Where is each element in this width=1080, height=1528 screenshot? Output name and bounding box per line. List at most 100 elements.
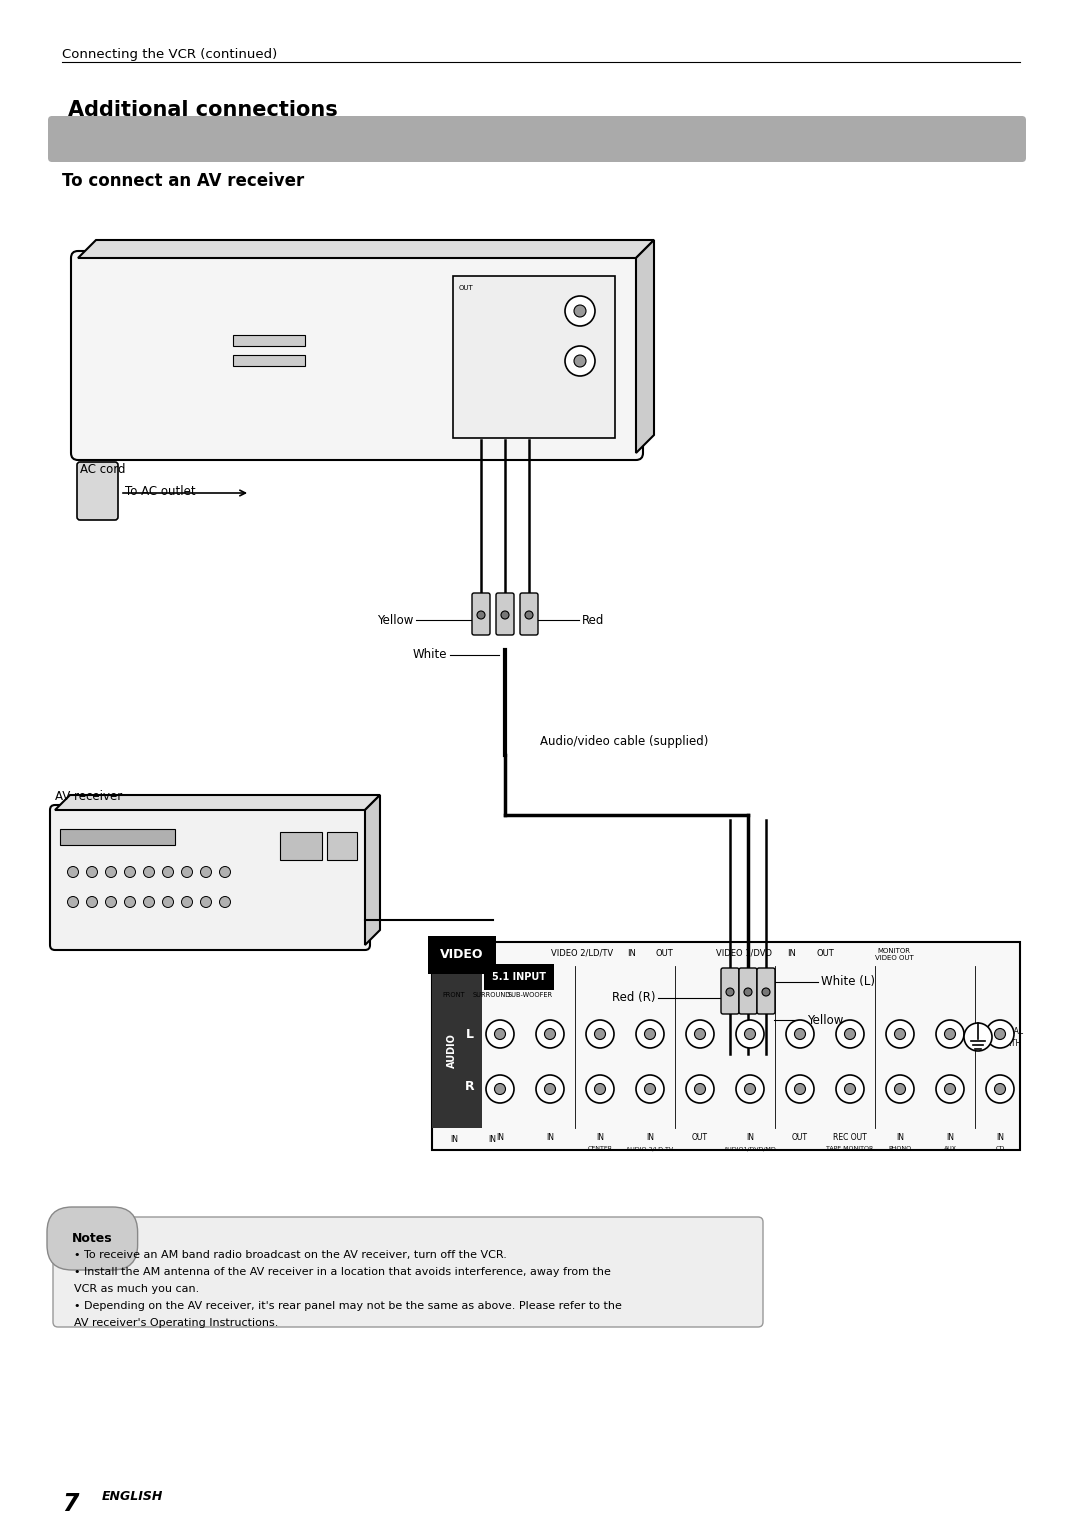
Circle shape <box>795 1083 806 1094</box>
Circle shape <box>686 1076 714 1103</box>
Circle shape <box>477 611 485 619</box>
Text: SUB-WOOFER: SUB-WOOFER <box>508 992 553 998</box>
Text: IN: IN <box>787 949 796 958</box>
Text: To AC outlet: To AC outlet <box>125 484 195 498</box>
Circle shape <box>986 1076 1014 1103</box>
Circle shape <box>586 1021 615 1048</box>
Circle shape <box>544 1083 555 1094</box>
Bar <box>453 277 615 439</box>
Circle shape <box>686 1021 714 1048</box>
Text: AV receiver: AV receiver <box>55 790 122 804</box>
Text: Notes: Notes <box>72 1232 112 1245</box>
Text: Connecting the VCR (continued): Connecting the VCR (continued) <box>62 47 278 61</box>
Circle shape <box>936 1021 964 1048</box>
Text: MONITOR: MONITOR <box>877 947 910 953</box>
FancyBboxPatch shape <box>71 251 643 460</box>
Circle shape <box>735 1021 764 1048</box>
Text: OUT: OUT <box>816 949 834 958</box>
Text: FRONT: FRONT <box>443 992 465 998</box>
Circle shape <box>886 1021 914 1048</box>
FancyBboxPatch shape <box>50 805 370 950</box>
Text: Yellow: Yellow <box>807 1013 843 1027</box>
Text: AUDIO 2/LD TV: AUDIO 2/LD TV <box>626 1146 674 1152</box>
Circle shape <box>162 866 174 877</box>
Text: VIDEO OUT: VIDEO OUT <box>875 955 914 961</box>
Circle shape <box>124 866 135 877</box>
Bar <box>432 941 1020 1151</box>
Circle shape <box>219 866 230 877</box>
Text: CD: CD <box>996 1146 1004 1152</box>
Circle shape <box>836 1076 864 1103</box>
Circle shape <box>744 1028 756 1039</box>
Circle shape <box>726 989 734 996</box>
Polygon shape <box>78 240 654 258</box>
Circle shape <box>67 897 79 908</box>
Text: IN: IN <box>488 1134 496 1143</box>
Text: TAPE MONITOR: TAPE MONITOR <box>826 1146 874 1152</box>
Circle shape <box>201 897 212 908</box>
Bar <box>327 833 357 860</box>
Circle shape <box>501 611 509 619</box>
Text: OUT: OUT <box>459 286 474 290</box>
FancyBboxPatch shape <box>77 461 118 520</box>
FancyBboxPatch shape <box>739 969 757 1015</box>
Bar <box>280 833 322 860</box>
Circle shape <box>845 1083 855 1094</box>
Text: Red: Red <box>582 614 605 626</box>
Text: 5.1 INPUT: 5.1 INPUT <box>492 972 546 983</box>
Circle shape <box>106 866 117 877</box>
Text: AUX: AUX <box>944 1146 957 1152</box>
Circle shape <box>106 897 117 908</box>
Text: SURROUND: SURROUND <box>473 992 511 998</box>
Circle shape <box>201 866 212 877</box>
Text: R: R <box>465 1080 475 1094</box>
Circle shape <box>86 866 97 877</box>
Text: CENTER: CENTER <box>588 1146 612 1152</box>
Text: IN: IN <box>546 1134 554 1143</box>
Circle shape <box>886 1076 914 1103</box>
Circle shape <box>795 1028 806 1039</box>
Circle shape <box>836 1021 864 1048</box>
Circle shape <box>645 1083 656 1094</box>
Circle shape <box>536 1021 564 1048</box>
Text: To connect an AV receiver: To connect an AV receiver <box>62 173 305 189</box>
Circle shape <box>636 1021 664 1048</box>
Text: IN: IN <box>496 1134 504 1143</box>
Circle shape <box>181 866 192 877</box>
Text: IN: IN <box>627 949 636 958</box>
Text: SIGNAL: SIGNAL <box>996 1027 1024 1036</box>
Text: VIDEO 1/DVD: VIDEO 1/DVD <box>716 949 772 958</box>
Circle shape <box>486 1076 514 1103</box>
Circle shape <box>86 897 97 908</box>
Circle shape <box>845 1028 855 1039</box>
Circle shape <box>636 1076 664 1103</box>
Text: Audio/video cable (supplied): Audio/video cable (supplied) <box>540 735 708 749</box>
Text: AUDIO: AUDIO <box>447 1033 457 1068</box>
Text: Red (R): Red (R) <box>611 992 654 1004</box>
Circle shape <box>486 1021 514 1048</box>
Bar <box>233 354 305 367</box>
Bar <box>432 944 482 1128</box>
Circle shape <box>495 1028 505 1039</box>
Circle shape <box>525 611 534 619</box>
Circle shape <box>995 1083 1005 1094</box>
Text: AV receiver's Operating Instructions.: AV receiver's Operating Instructions. <box>75 1319 279 1328</box>
Circle shape <box>144 866 154 877</box>
Text: IN: IN <box>746 1134 754 1143</box>
Circle shape <box>124 897 135 908</box>
Text: OUT: OUT <box>656 949 673 958</box>
Polygon shape <box>636 240 654 452</box>
Circle shape <box>181 897 192 908</box>
Circle shape <box>894 1083 905 1094</box>
Text: IN: IN <box>596 1134 604 1143</box>
Text: VIDEO 2/LD/TV: VIDEO 2/LD/TV <box>551 949 613 958</box>
Circle shape <box>573 354 586 367</box>
Circle shape <box>735 1076 764 1103</box>
Circle shape <box>945 1083 956 1094</box>
Text: White (L): White (L) <box>821 975 875 989</box>
Circle shape <box>894 1028 905 1039</box>
Text: • Depending on the AV receiver, it's rear panel may not be the same as above. Pl: • Depending on the AV receiver, it's rea… <box>75 1300 622 1311</box>
Circle shape <box>694 1028 705 1039</box>
Bar <box>233 335 305 345</box>
Text: L: L <box>465 1027 474 1041</box>
